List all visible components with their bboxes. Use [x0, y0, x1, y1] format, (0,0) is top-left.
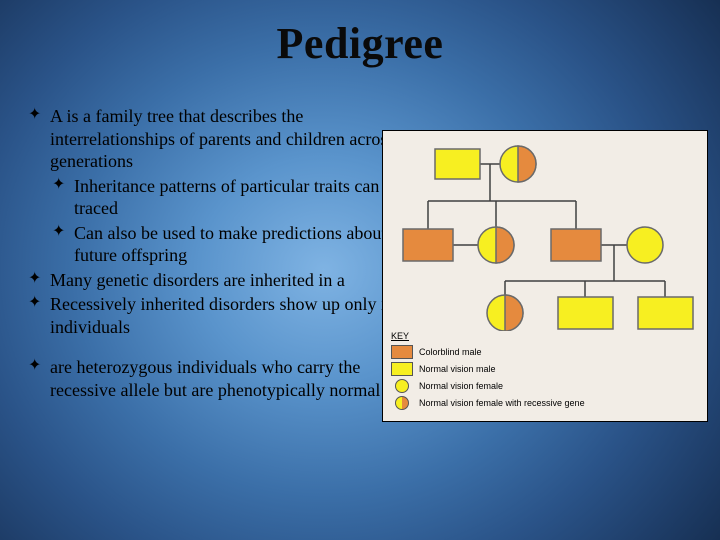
key-shape	[391, 362, 413, 376]
pedigree-figure: KEY Colorblind male Normal vision male Nor…	[382, 130, 708, 422]
key-label: Normal vision female	[419, 381, 503, 391]
key-label: Colorblind male	[419, 347, 482, 357]
bullet-2: Many genetic disorders are inherited in …	[28, 269, 408, 292]
figure-key: KEY Colorblind male Normal vision male Nor…	[391, 331, 585, 413]
key-shape	[395, 379, 409, 393]
slide-title: Pedigree	[0, 0, 720, 69]
key-title: KEY	[391, 331, 585, 341]
key-row: Normal vision male	[391, 362, 585, 376]
bullet-list: A is a family tree that describes the in…	[28, 105, 408, 403]
key-row: Normal vision female	[391, 379, 585, 393]
key-label: Normal vision female with recessive gene	[419, 398, 585, 408]
bullet-1b: Can also be used to make predictions abo…	[28, 222, 408, 267]
bullet-4: are heterozygous individuals who carry t…	[28, 356, 408, 401]
bullet-1a: Inheritance patterns of particular trait…	[28, 175, 408, 220]
key-shape	[391, 345, 413, 359]
pedigree-svg	[383, 131, 707, 331]
key-shape	[395, 396, 409, 410]
key-row: Normal vision female with recessive gene	[391, 396, 585, 410]
bullet-1: A is a family tree that describes the in…	[28, 105, 408, 173]
slide: Pedigree A is a family tree that describ…	[0, 0, 720, 540]
key-row: Colorblind male	[391, 345, 585, 359]
bullet-3: Recessively inherited disorders show up …	[28, 293, 408, 338]
key-label: Normal vision male	[419, 364, 496, 374]
